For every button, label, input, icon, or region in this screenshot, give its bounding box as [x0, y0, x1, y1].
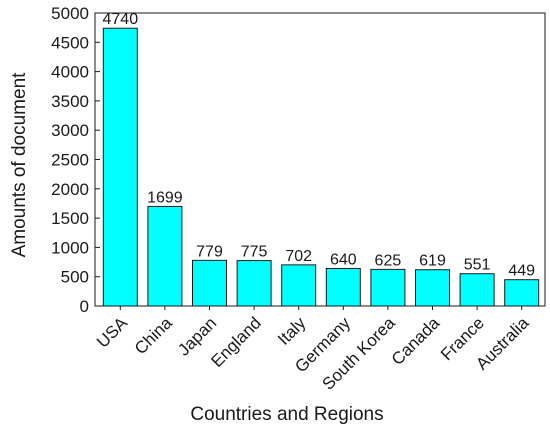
data-label: 4740 [103, 11, 139, 28]
data-label: 775 [241, 244, 268, 261]
y-tick-label: 3000 [51, 121, 89, 140]
x-axis-title: Countries and Regions [190, 404, 383, 425]
y-tick-label: 2000 [51, 180, 89, 199]
y-tick-label: 5000 [51, 4, 89, 23]
y-tick-label: 500 [61, 268, 89, 287]
y-tick-label: 1000 [51, 238, 89, 257]
y-axis-title: Amounts of document [9, 72, 30, 258]
data-label: 449 [508, 263, 535, 280]
x-tick-label: England [207, 313, 265, 371]
bar-australia [504, 279, 540, 307]
y-tick-label: 3500 [51, 92, 89, 111]
x-tick-label: Canada [388, 313, 444, 369]
y-tick-label: 1500 [51, 209, 89, 228]
bar-china [147, 205, 183, 307]
bar-canada [415, 269, 450, 307]
bar-france [459, 273, 495, 307]
data-label: 551 [464, 257, 491, 274]
x-tick-label: Italy [274, 313, 310, 349]
data-label: 779 [196, 243, 223, 260]
data-label: 619 [419, 253, 446, 270]
data-label: 625 [375, 252, 402, 269]
bar-italy [281, 264, 317, 307]
y-tick-label: 0 [80, 297, 89, 316]
plot-area: 0 500 1000 1500 2000 2500 3000 3500 4000 4500 5000… [51, 4, 546, 394]
data-label: 640 [330, 251, 357, 268]
y-tick-label: 2500 [51, 151, 89, 170]
data-label: 702 [285, 248, 312, 265]
y-tick-label: 4000 [51, 63, 89, 82]
x-tick-label: USA [93, 313, 132, 352]
x-tick-label: China [131, 313, 176, 358]
bar-south-korea [370, 268, 406, 307]
data-label: 1699 [147, 189, 183, 206]
bar-england [236, 260, 272, 307]
bar-japan [192, 259, 227, 307]
bar-usa [102, 27, 138, 307]
bar-germany [325, 267, 361, 307]
y-tick-label: 4500 [51, 33, 89, 52]
